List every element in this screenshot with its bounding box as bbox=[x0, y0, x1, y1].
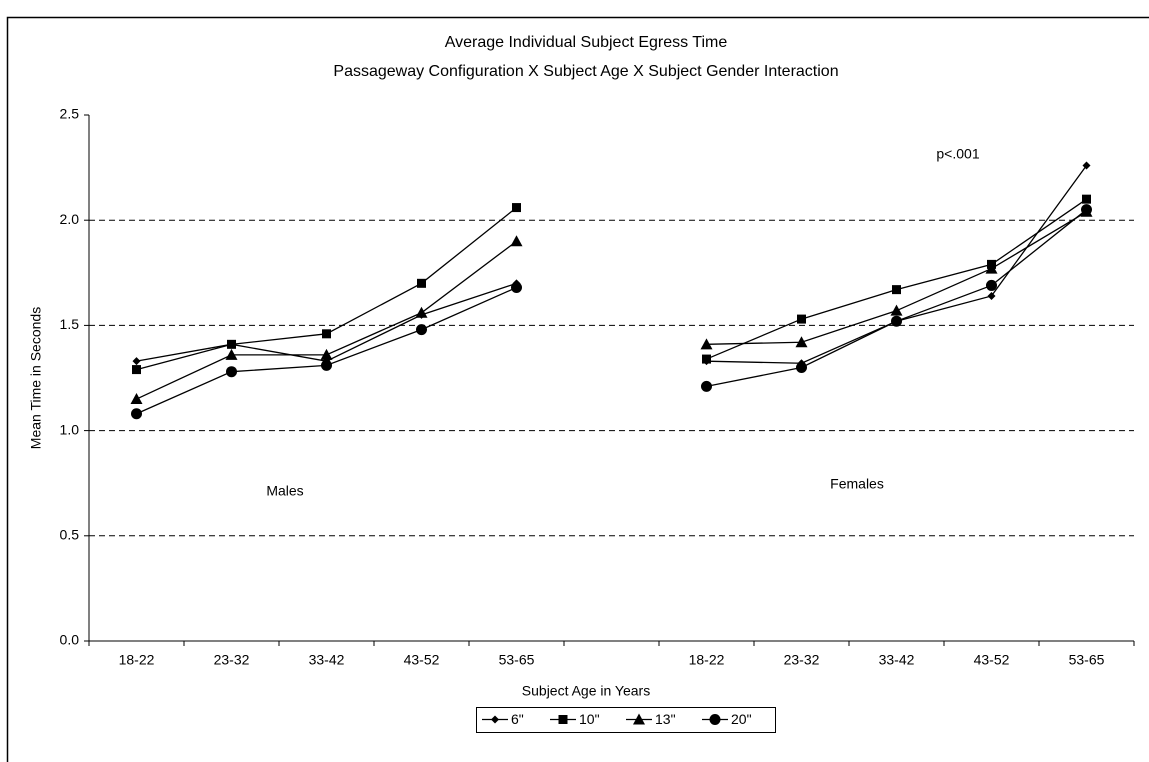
marker bbox=[1081, 204, 1092, 216]
marker bbox=[417, 278, 426, 288]
marker bbox=[320, 348, 333, 360]
x-tick-label: 23-32 bbox=[784, 652, 820, 668]
x-tick-label: 53-65 bbox=[1069, 652, 1105, 668]
marker bbox=[227, 339, 236, 349]
series-line bbox=[136, 198, 1087, 371]
marker bbox=[890, 304, 903, 316]
y-tick-label: 2.0 bbox=[60, 211, 80, 227]
legend-label: 10" bbox=[579, 711, 600, 727]
marker bbox=[796, 361, 807, 373]
series-line bbox=[136, 209, 1087, 415]
marker bbox=[795, 336, 808, 348]
marker bbox=[415, 306, 428, 318]
legend-marker bbox=[491, 715, 499, 724]
legend-marker bbox=[633, 713, 645, 725]
marker bbox=[322, 329, 331, 339]
y-tick-label: 1.0 bbox=[60, 421, 80, 437]
marker bbox=[985, 262, 998, 274]
frame bbox=[6, 16, 1149, 762]
marker bbox=[987, 291, 996, 300]
marker bbox=[1082, 194, 1091, 204]
marker bbox=[321, 359, 332, 371]
marker bbox=[131, 408, 142, 420]
legend-label: 6" bbox=[511, 711, 524, 727]
x-tick-label: 33-42 bbox=[879, 652, 915, 668]
y-axis-label: Mean Time in Seconds bbox=[28, 307, 44, 449]
marker bbox=[701, 380, 712, 392]
marker bbox=[891, 315, 902, 327]
chart-title: Average Individual Subject Egress Time bbox=[445, 34, 728, 51]
marker bbox=[797, 314, 806, 324]
annotation: Females bbox=[830, 476, 884, 492]
x-tick-label: 53-65 bbox=[499, 652, 535, 668]
y-tick-label: 0.0 bbox=[60, 632, 80, 648]
x-tick-label: 18-22 bbox=[689, 652, 725, 668]
x-tick-label: 23-32 bbox=[214, 652, 250, 668]
x-tick-label: 18-22 bbox=[119, 652, 155, 668]
y-tick-label: 1.5 bbox=[60, 316, 80, 332]
annotation: p<.001 bbox=[936, 146, 979, 162]
annotation: Males bbox=[266, 483, 303, 499]
y-tick-label: 2.5 bbox=[60, 106, 80, 122]
series-line bbox=[136, 211, 1087, 400]
marker bbox=[226, 366, 237, 378]
marker bbox=[700, 338, 713, 350]
marker bbox=[512, 203, 521, 213]
marker bbox=[416, 324, 427, 336]
legend-marker bbox=[558, 715, 568, 724]
x-tick-label: 33-42 bbox=[309, 652, 345, 668]
marker bbox=[986, 279, 997, 291]
marker bbox=[132, 357, 141, 366]
marker bbox=[130, 393, 143, 405]
x-axis-label: Subject Age in Years bbox=[522, 683, 650, 699]
legend-label: 20" bbox=[731, 711, 752, 727]
x-tick-label: 43-52 bbox=[404, 652, 440, 668]
x-tick-label: 43-52 bbox=[974, 652, 1010, 668]
marker bbox=[702, 354, 711, 364]
marker bbox=[225, 348, 238, 360]
y-tick-label: 0.5 bbox=[60, 527, 80, 543]
legend-marker bbox=[709, 714, 721, 725]
series-line bbox=[136, 165, 1088, 364]
marker bbox=[511, 282, 522, 294]
legend-label: 13" bbox=[655, 711, 676, 727]
marker bbox=[510, 235, 523, 247]
chart-subtitle: Passageway Configuration X Subject Age X… bbox=[333, 63, 838, 80]
marker bbox=[1082, 161, 1091, 170]
marker bbox=[892, 285, 901, 295]
marker bbox=[132, 365, 141, 375]
